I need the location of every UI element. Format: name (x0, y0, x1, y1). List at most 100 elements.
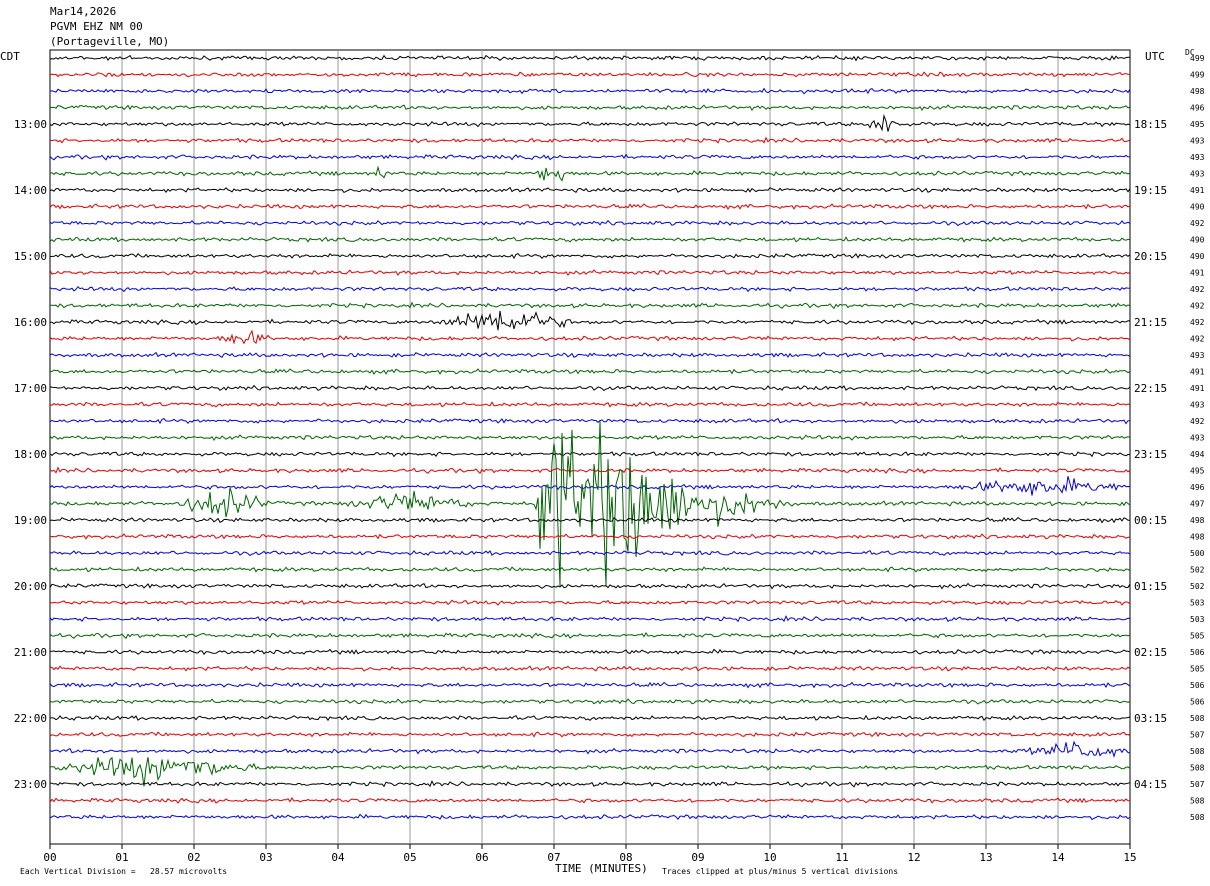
right-hour-label: 02:15 (1134, 646, 1167, 659)
dc-offset-label: 498 (1190, 533, 1205, 542)
x-tick-label: 02 (187, 851, 200, 864)
dc-offset-label: 490 (1190, 236, 1205, 245)
dc-offset-label: 508 (1190, 714, 1205, 723)
dc-offset-label: 507 (1190, 731, 1205, 740)
right-hour-label: 19:15 (1134, 184, 1167, 197)
seismic-trace (49, 401, 1131, 408)
left-timezone-label: CDT (0, 50, 20, 63)
dc-offset-header: DC (1185, 48, 1195, 57)
dc-offset-label: 490 (1190, 203, 1205, 212)
seismic-trace (49, 681, 1131, 689)
dc-offset-label: 494 (1190, 450, 1205, 459)
dc-offset-label: 499 (1190, 71, 1205, 80)
seismic-trace (49, 384, 1131, 392)
seismic-trace (49, 104, 1131, 112)
left-hour-label: 17:00 (14, 382, 47, 395)
dc-offset-label: 493 (1190, 137, 1205, 146)
seismic-trace (49, 516, 1131, 524)
seismic-trace (49, 113, 1131, 132)
x-tick-label: 00 (43, 851, 56, 864)
left-hour-label: 15:00 (14, 250, 47, 263)
left-hour-label: 14:00 (14, 184, 47, 197)
seismic-trace (49, 740, 1131, 758)
dc-offset-label: 508 (1190, 813, 1205, 822)
seismic-trace (49, 665, 1131, 672)
seismic-trace (49, 434, 1131, 442)
right-hour-label: 01:15 (1134, 580, 1167, 593)
right-hour-label: 23:15 (1134, 448, 1167, 461)
dc-offset-label: 496 (1190, 483, 1205, 492)
clip-note: Traces clipped at plus/minus 5 vertical … (662, 867, 899, 876)
dc-offset-label: 498 (1190, 516, 1205, 525)
dc-offset-label: 502 (1190, 582, 1205, 591)
seismic-trace (50, 301, 1131, 310)
dc-offset-label: 492 (1190, 219, 1205, 228)
dc-offset-label: 498 (1190, 87, 1205, 96)
right-hour-label: 04:15 (1134, 778, 1167, 791)
seismic-trace (49, 252, 1131, 260)
left-hour-label: 21:00 (14, 646, 47, 659)
dc-offset-label: 505 (1190, 665, 1205, 674)
dc-offset-label: 493 (1190, 434, 1205, 443)
seismic-trace (49, 351, 1131, 358)
dc-offset-label: 508 (1190, 747, 1205, 756)
vertical-scale-note: Each Vertical Division = 28.57 microvolt… (20, 867, 228, 876)
dc-offset-label: 502 (1190, 566, 1205, 575)
seismic-trace (49, 236, 1131, 243)
seismic-trace (49, 54, 1130, 62)
seismic-trace (49, 269, 1131, 277)
dc-offset-label: 492 (1190, 302, 1205, 311)
dc-offset-label: 492 (1190, 285, 1205, 294)
seismic-trace (49, 165, 1131, 182)
station-id: PGVM EHZ NM 00 (50, 20, 143, 33)
plot-frame (49, 49, 1131, 845)
dc-offset-label: 506 (1190, 648, 1205, 657)
seismic-trace (49, 71, 1131, 78)
x-axis-title: TIME (MINUTES) (555, 862, 648, 875)
right-hour-label: 18:15 (1134, 118, 1167, 131)
seismic-trace (49, 136, 1131, 144)
left-hour-label: 19:00 (14, 514, 47, 527)
dc-offset-label: 507 (1190, 780, 1205, 789)
seismic-trace (49, 417, 1130, 425)
right-hour-label: 20:15 (1134, 250, 1167, 263)
dc-offset-label: 500 (1190, 549, 1205, 558)
x-tick-label: 10 (763, 851, 776, 864)
x-tick-label: 14 (1051, 851, 1065, 864)
dc-offset-label: 497 (1190, 500, 1205, 509)
seismic-trace (49, 731, 1131, 738)
left-hour-label: 13:00 (14, 118, 47, 131)
dc-offset-label: 493 (1190, 351, 1205, 360)
left-hour-label: 23:00 (14, 778, 47, 791)
dc-offset-label: 493 (1190, 170, 1205, 179)
x-tick-label: 13 (979, 851, 992, 864)
dc-offset-label: 505 (1190, 632, 1205, 641)
seismic-trace (50, 310, 1131, 331)
left-hour-label: 16:00 (14, 316, 47, 329)
dc-offset-label: 495 (1190, 120, 1205, 129)
dc-offset-label: 493 (1190, 401, 1205, 410)
left-hour-label: 20:00 (14, 580, 47, 593)
left-hour-label: 22:00 (14, 712, 47, 725)
seismic-trace (49, 153, 1131, 161)
x-tick-label: 04 (331, 851, 345, 864)
seismic-trace (49, 813, 1131, 821)
station-location: (Portageville, MO) (50, 35, 170, 48)
seismic-trace (49, 648, 1131, 656)
x-tick-label: 07 (547, 851, 560, 864)
dc-offset-label: 491 (1190, 368, 1205, 377)
dc-offset-label: 503 (1190, 599, 1205, 608)
right-hour-label: 21:15 (1134, 316, 1167, 329)
seismic-trace (49, 698, 1131, 705)
dc-offset-label: 493 (1190, 153, 1205, 162)
seismic-trace (49, 714, 1131, 722)
dc-offset-label: 495 (1190, 467, 1205, 476)
seismic-trace (49, 632, 1131, 640)
seismic-trace (49, 756, 1131, 787)
dc-offset-label: 491 (1190, 269, 1205, 278)
dc-offset-label: 492 (1190, 335, 1205, 344)
x-tick-label: 15 (1123, 851, 1136, 864)
x-tick-label: 09 (691, 851, 704, 864)
dc-offset-label: 492 (1190, 318, 1205, 327)
right-hour-label: 22:15 (1134, 382, 1167, 395)
